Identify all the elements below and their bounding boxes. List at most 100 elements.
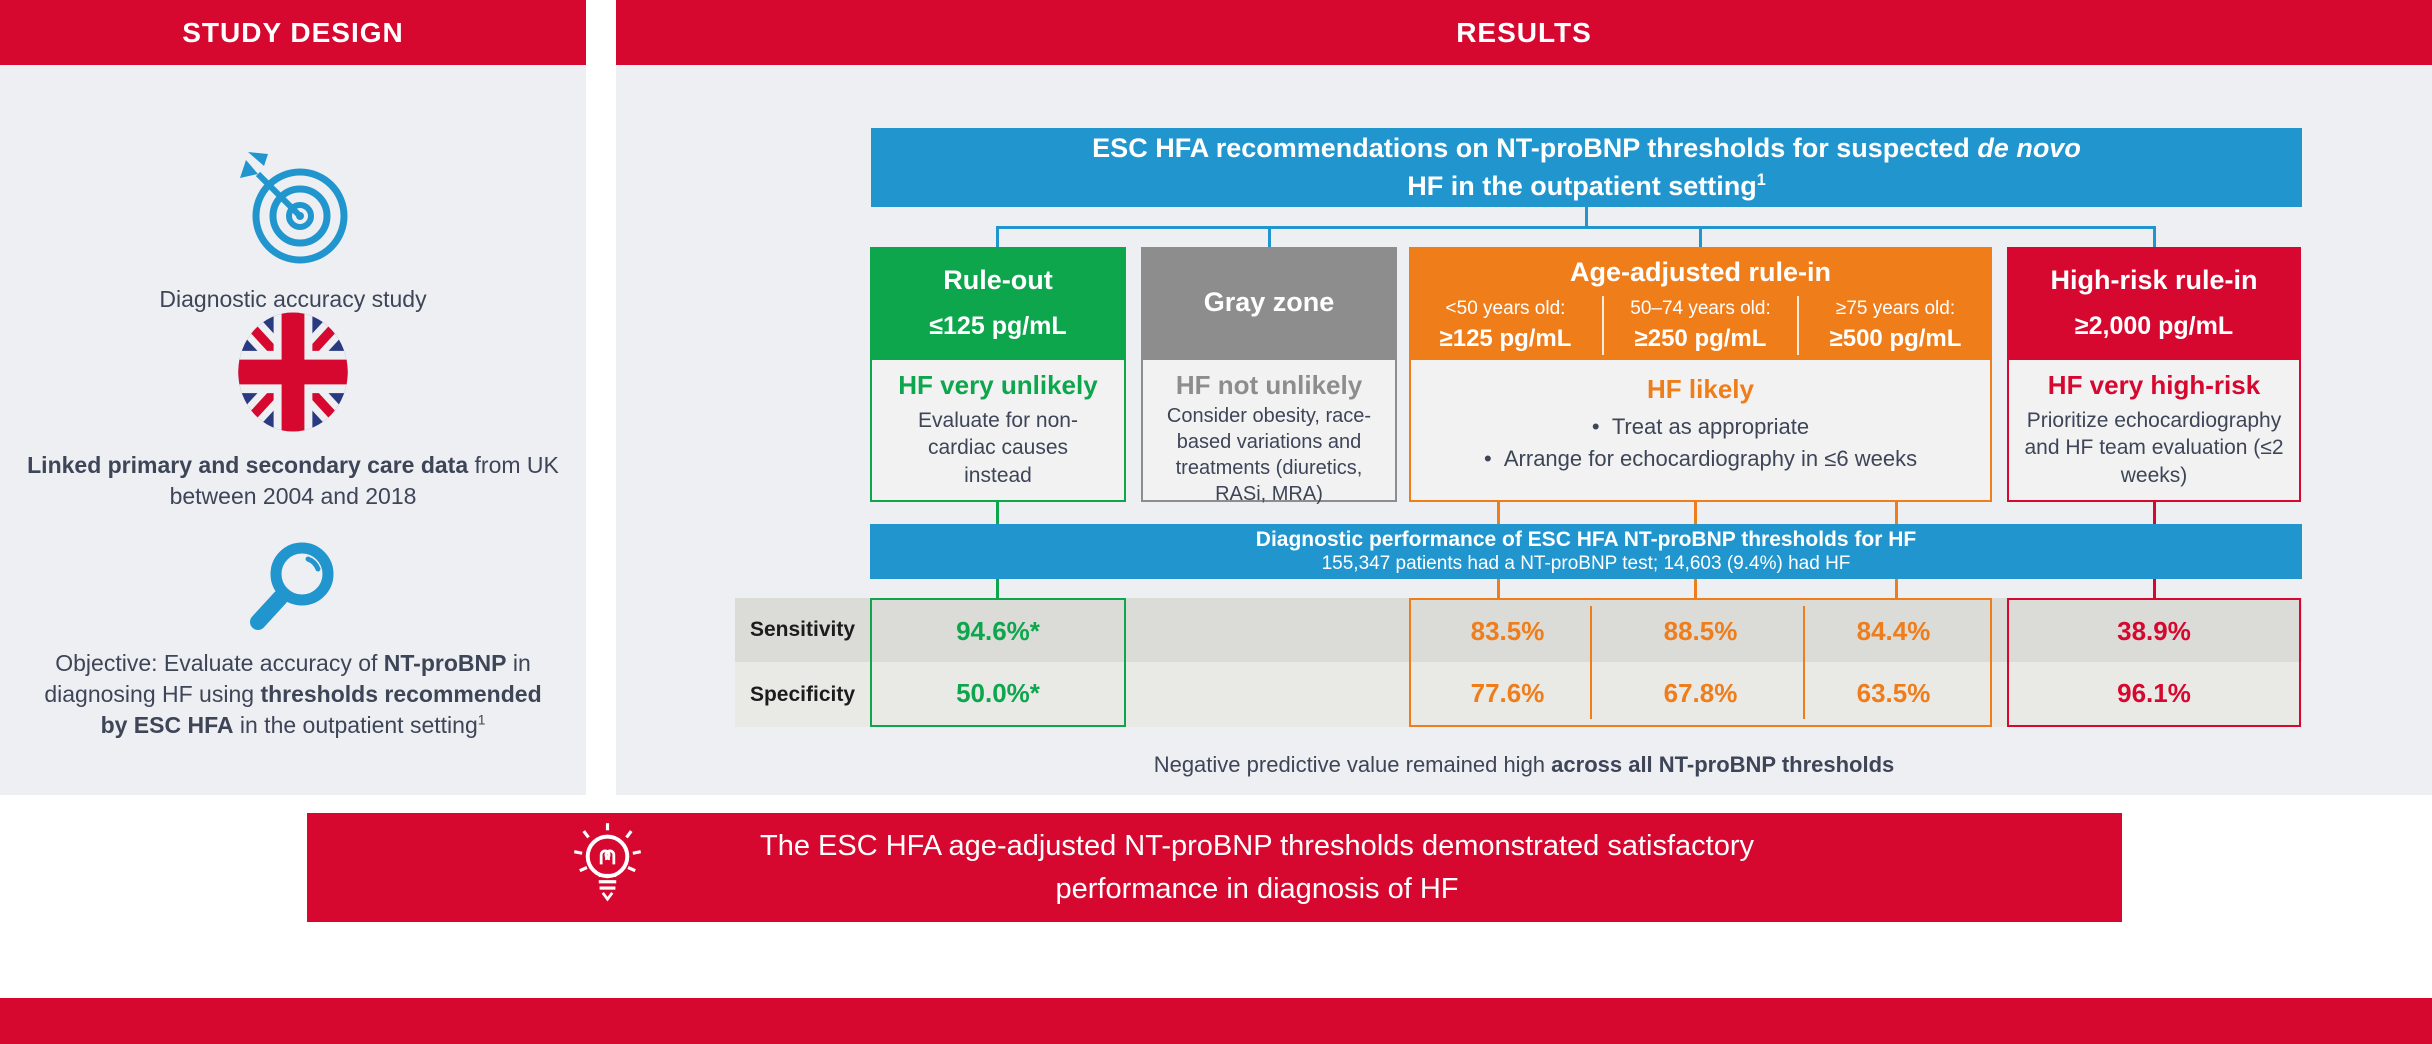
table-cell: 67.8% xyxy=(1604,678,1797,709)
study-design-title: STUDY DESIGN xyxy=(182,16,404,48)
age-under50-specificity: 77.6% xyxy=(1470,678,1545,709)
data-source-bold: Linked primary and secondary care data xyxy=(27,452,469,478)
bottom-strip xyxy=(0,998,2432,1044)
age-adjusted-header: Age-adjusted rule-in <50 years old: ≥125… xyxy=(1409,247,1992,358)
magnifier-icon xyxy=(240,538,346,634)
age-subgroup-label: <50 years old: xyxy=(1445,298,1566,319)
high-risk-outcome-title: HF very high-risk xyxy=(2047,370,2261,400)
recommendations-footnote-marker: 1 xyxy=(1756,170,1766,189)
age-subgroup-threshold: ≥250 pg/mL xyxy=(1634,325,1767,352)
uk-flag-icon xyxy=(236,310,350,434)
age-adjusted-bullet-1: Treat as appropriate xyxy=(1592,411,1809,443)
high-risk-specificity: 96.1% xyxy=(2117,678,2191,709)
recommendations-banner: ESC HFA recommendations on NT-proBNP thr… xyxy=(871,128,2302,207)
connector-line xyxy=(1497,579,1500,598)
objective-seg2: NT-proBNP xyxy=(383,650,507,676)
performance-banner: Diagnostic performance of ESC HFA NT-pro… xyxy=(870,524,2302,579)
table-cell: 50.0%* xyxy=(872,663,1124,726)
data-source-text: Linked primary and secondary care data f… xyxy=(13,450,573,512)
rule-out-results-column: 94.6%* 50.0%* xyxy=(870,598,1126,727)
specificity-row-label: Specificity xyxy=(749,682,856,706)
results-header: RESULTS xyxy=(616,0,2432,65)
data-source-regular: from UK xyxy=(468,452,559,478)
table-cell: 96.1% xyxy=(2009,663,2299,726)
connector-line xyxy=(2153,579,2156,598)
rule-out-outcome-text: Evaluate for non-cardiac causes instead xyxy=(918,409,1078,487)
objective-seg5: in the outpatient setting xyxy=(233,712,478,739)
age-75plus-sensitivity: 84.4% xyxy=(1856,615,1931,646)
key-message-line2: performance in diagnosis of HF xyxy=(1055,872,1459,905)
sensitivity-row-label: Sensitivity xyxy=(749,618,856,641)
age-subgroups: <50 years old: ≥125 pg/mL 50–74 years ol… xyxy=(1409,296,1992,355)
age-subgroup-75-plus: ≥75 years old: ≥500 pg/mL xyxy=(1797,296,1992,355)
column-divider xyxy=(1803,606,1805,719)
lightbulb-icon xyxy=(560,820,655,915)
connector-line xyxy=(1497,502,1500,524)
age-subgroup-threshold: ≥500 pg/mL xyxy=(1829,325,1962,352)
column-divider xyxy=(1590,606,1592,719)
connector-line xyxy=(996,226,999,247)
high-risk-title: High-risk rule-in xyxy=(2050,264,2258,295)
age-subgroup-under-50: <50 years old: ≥125 pg/mL xyxy=(1409,296,1602,355)
age-adjusted-outcome: HF likely Treat as appropriate Arrange f… xyxy=(1409,358,1992,502)
results-panel: RESULTS ESC HFA recommendations on NT-pr… xyxy=(616,0,2432,795)
npv-note-bold: across all NT-proBNP thresholds xyxy=(1551,752,1895,777)
objective-seg4: thresholds recommended by ESC HFA xyxy=(100,681,542,739)
target-icon xyxy=(234,148,352,270)
table-row xyxy=(735,598,2302,662)
gray-zone-outcome-title: HF not unlikely xyxy=(1175,370,1363,400)
age-adjusted-results-column: 83.5% 88.5% 84.4% 77.6% 67.8% 63.5% xyxy=(1409,598,1992,727)
rule-out-outcome: HF very unlikely Evaluate for non-cardia… xyxy=(870,358,1126,502)
table-cell: 77.6% xyxy=(1411,678,1604,709)
recommendations-line2-text: HF in the outpatient setting xyxy=(1407,170,1757,201)
table-row: 83.5% 88.5% 84.4% xyxy=(1411,600,1990,663)
connector-line xyxy=(1268,226,1271,247)
results-title: RESULTS xyxy=(1456,16,1592,48)
high-risk-outcome: HF very high-risk Prioritize echocardiog… xyxy=(2007,358,2301,502)
data-source-line2: between 2004 and 2018 xyxy=(169,483,417,510)
age-50-74-specificity: 67.8% xyxy=(1663,678,1738,709)
connector-line xyxy=(1699,226,1702,247)
objective-footnote-marker: 1 xyxy=(477,712,486,728)
rule-out-threshold: ≤125 pg/mL xyxy=(929,311,1067,340)
table-cell: 84.4% xyxy=(1797,616,1990,647)
connector-line xyxy=(996,226,2155,229)
gray-zone-header: Gray zone xyxy=(1141,247,1397,358)
objective-text: Objective: Evaluate accuracy of NT-proBN… xyxy=(33,648,553,741)
age-75plus-specificity: 63.5% xyxy=(1856,678,1931,709)
performance-subtitle: 155,347 patients had a NT-proBNP test; 1… xyxy=(1321,553,1851,575)
table-cell: 88.5% xyxy=(1604,616,1797,647)
recommendations-line1: ESC HFA recommendations on NT-proBNP thr… xyxy=(1092,130,2081,168)
table-cell: 38.9% xyxy=(2009,600,2299,663)
key-message-banner: The ESC HFA age-adjusted NT-proBNP thres… xyxy=(307,813,2122,922)
high-risk-threshold: ≥2,000 pg/mL xyxy=(2074,311,2234,340)
recommendations-line1-italic: de novo xyxy=(1977,132,2081,163)
connector-line xyxy=(996,579,999,598)
recommendations-line1-text: ESC HFA recommendations on NT-proBNP thr… xyxy=(1092,132,1978,163)
connector-line xyxy=(1694,579,1697,598)
connector-line xyxy=(1895,502,1898,524)
performance-title: Diagnostic performance of ESC HFA NT-pro… xyxy=(1255,527,1917,551)
study-type-text: Diagnostic accuracy study xyxy=(159,286,427,312)
gray-zone-outcome: HF not unlikely Consider obesity, race-b… xyxy=(1141,358,1397,505)
study-design-panel: STUDY DESIGN Diagnostic accuracy study xyxy=(0,0,586,795)
connector-line xyxy=(2153,226,2156,247)
age-50-74-sensitivity: 88.5% xyxy=(1663,615,1738,646)
npv-note-regular: Negative predictive value remained high xyxy=(1153,752,1552,777)
connector-line xyxy=(1694,502,1697,524)
age-subgroup-label: ≥75 years old: xyxy=(1835,298,1956,319)
gray-zone-outcome-text: Consider obesity, race-based variations … xyxy=(1166,405,1372,505)
high-risk-sensitivity: 38.9% xyxy=(2117,615,2191,646)
connector-line xyxy=(1585,207,1588,228)
table-cell: 83.5% xyxy=(1411,616,1604,647)
gray-zone-title: Gray zone xyxy=(1203,287,1335,317)
connector-line xyxy=(1895,579,1898,598)
key-message-text: The ESC HFA age-adjusted NT-proBNP thres… xyxy=(427,813,2087,922)
age-subgroup-50-74: 50–74 years old: ≥250 pg/mL xyxy=(1602,296,1797,355)
objective-seg3: in diagnosing HF using xyxy=(44,650,531,708)
table-row xyxy=(735,662,2302,727)
age-under50-sensitivity: 83.5% xyxy=(1470,615,1545,646)
recommendations-line2: HF in the outpatient setting1 xyxy=(1407,168,1766,206)
table-cell: 94.6%* xyxy=(872,600,1124,663)
